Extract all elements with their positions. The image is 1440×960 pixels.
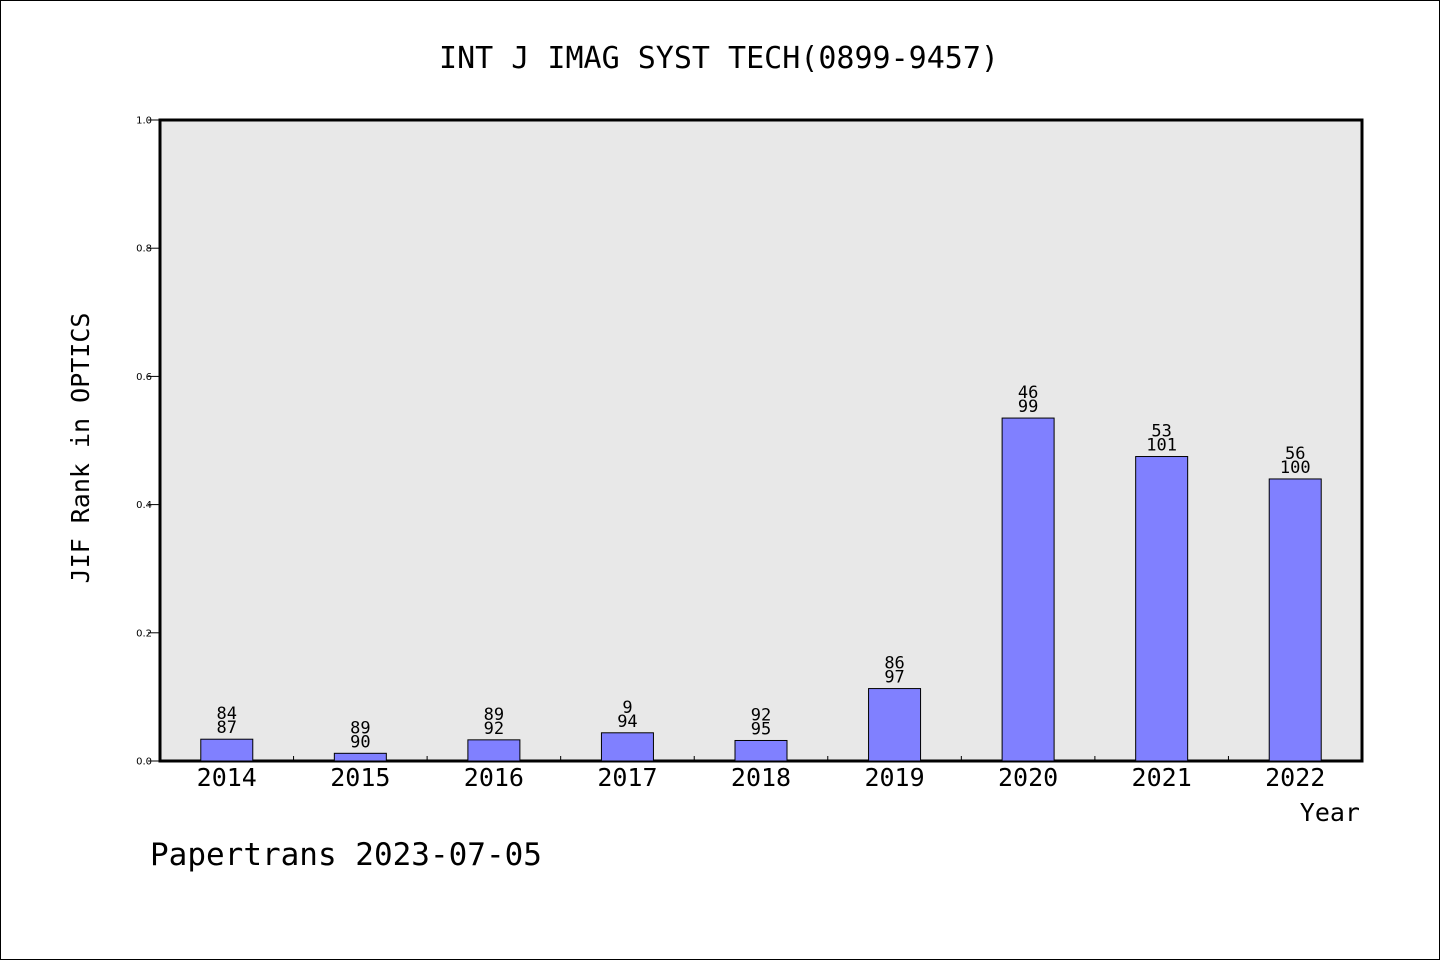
bar-total-label: 97 [884,668,904,688]
bar [1268,478,1322,762]
x-axis-label: Year [1300,798,1360,827]
y-tick-label: 0.4 [136,500,152,511]
bar-total-label: 87 [217,718,237,738]
bar [600,732,654,762]
chart-title: INT J IMAG SYST TECH(0899-9457) [439,41,999,76]
x-axis: 2014 2015 2016 2017 2018 2019 2020 2021 2022 [197,756,1325,792]
x-tick-label: 2019 [864,763,924,792]
x-tick-label: 2020 [998,763,1058,792]
footer-credit: Papertrans 2023-07-05 [150,837,542,873]
bar-rank-label: 46 [1018,383,1038,403]
bar-total-label: 95 [751,719,771,739]
y-axis: 0.0 0.2 0.4 0.6 0.8 1.0 [136,116,160,768]
bar-rank-label: 92 [751,705,771,725]
bar [200,738,254,762]
bar-total-label: 100 [1280,458,1311,478]
y-axis-label: JIF Rank in OPTICS [66,313,95,584]
bar-total-label: 90 [350,732,370,752]
x-tick-label: 2022 [1265,763,1325,792]
y-tick-label: 1.0 [136,116,152,127]
x-tick-label: 2016 [464,763,524,792]
bar-total-label: 92 [484,719,504,739]
bar [333,752,387,762]
bar [1001,417,1055,762]
bar-rank-label: 53 [1151,422,1171,442]
bar-rank-label: 9 [622,698,632,718]
bar-rank-label: 86 [884,654,904,674]
bar [734,739,788,762]
x-tick-label: 2017 [597,763,657,792]
bar [467,739,521,762]
y-tick-label: 0.6 [136,372,152,383]
bar-rank-label: 89 [350,718,370,738]
x-tick-label: 2015 [330,763,390,792]
bar-total-label: 94 [617,712,637,732]
y-tick-label: 0.8 [136,244,152,255]
x-tick-label: 2014 [197,763,257,792]
x-tick-label: 2021 [1132,763,1192,792]
bar-total-label: 99 [1018,397,1038,417]
bar-rank-label: 84 [217,704,237,724]
bar-series [200,417,1322,762]
bar-rank-label: 89 [484,705,504,725]
y-tick-label: 0.0 [136,757,152,768]
bar-total-label: 101 [1146,436,1177,456]
bar [868,688,922,762]
x-tick-label: 2018 [731,763,791,792]
y-tick-label: 0.2 [136,628,152,639]
bar-rank-label: 56 [1285,444,1305,464]
bar [1135,456,1189,762]
